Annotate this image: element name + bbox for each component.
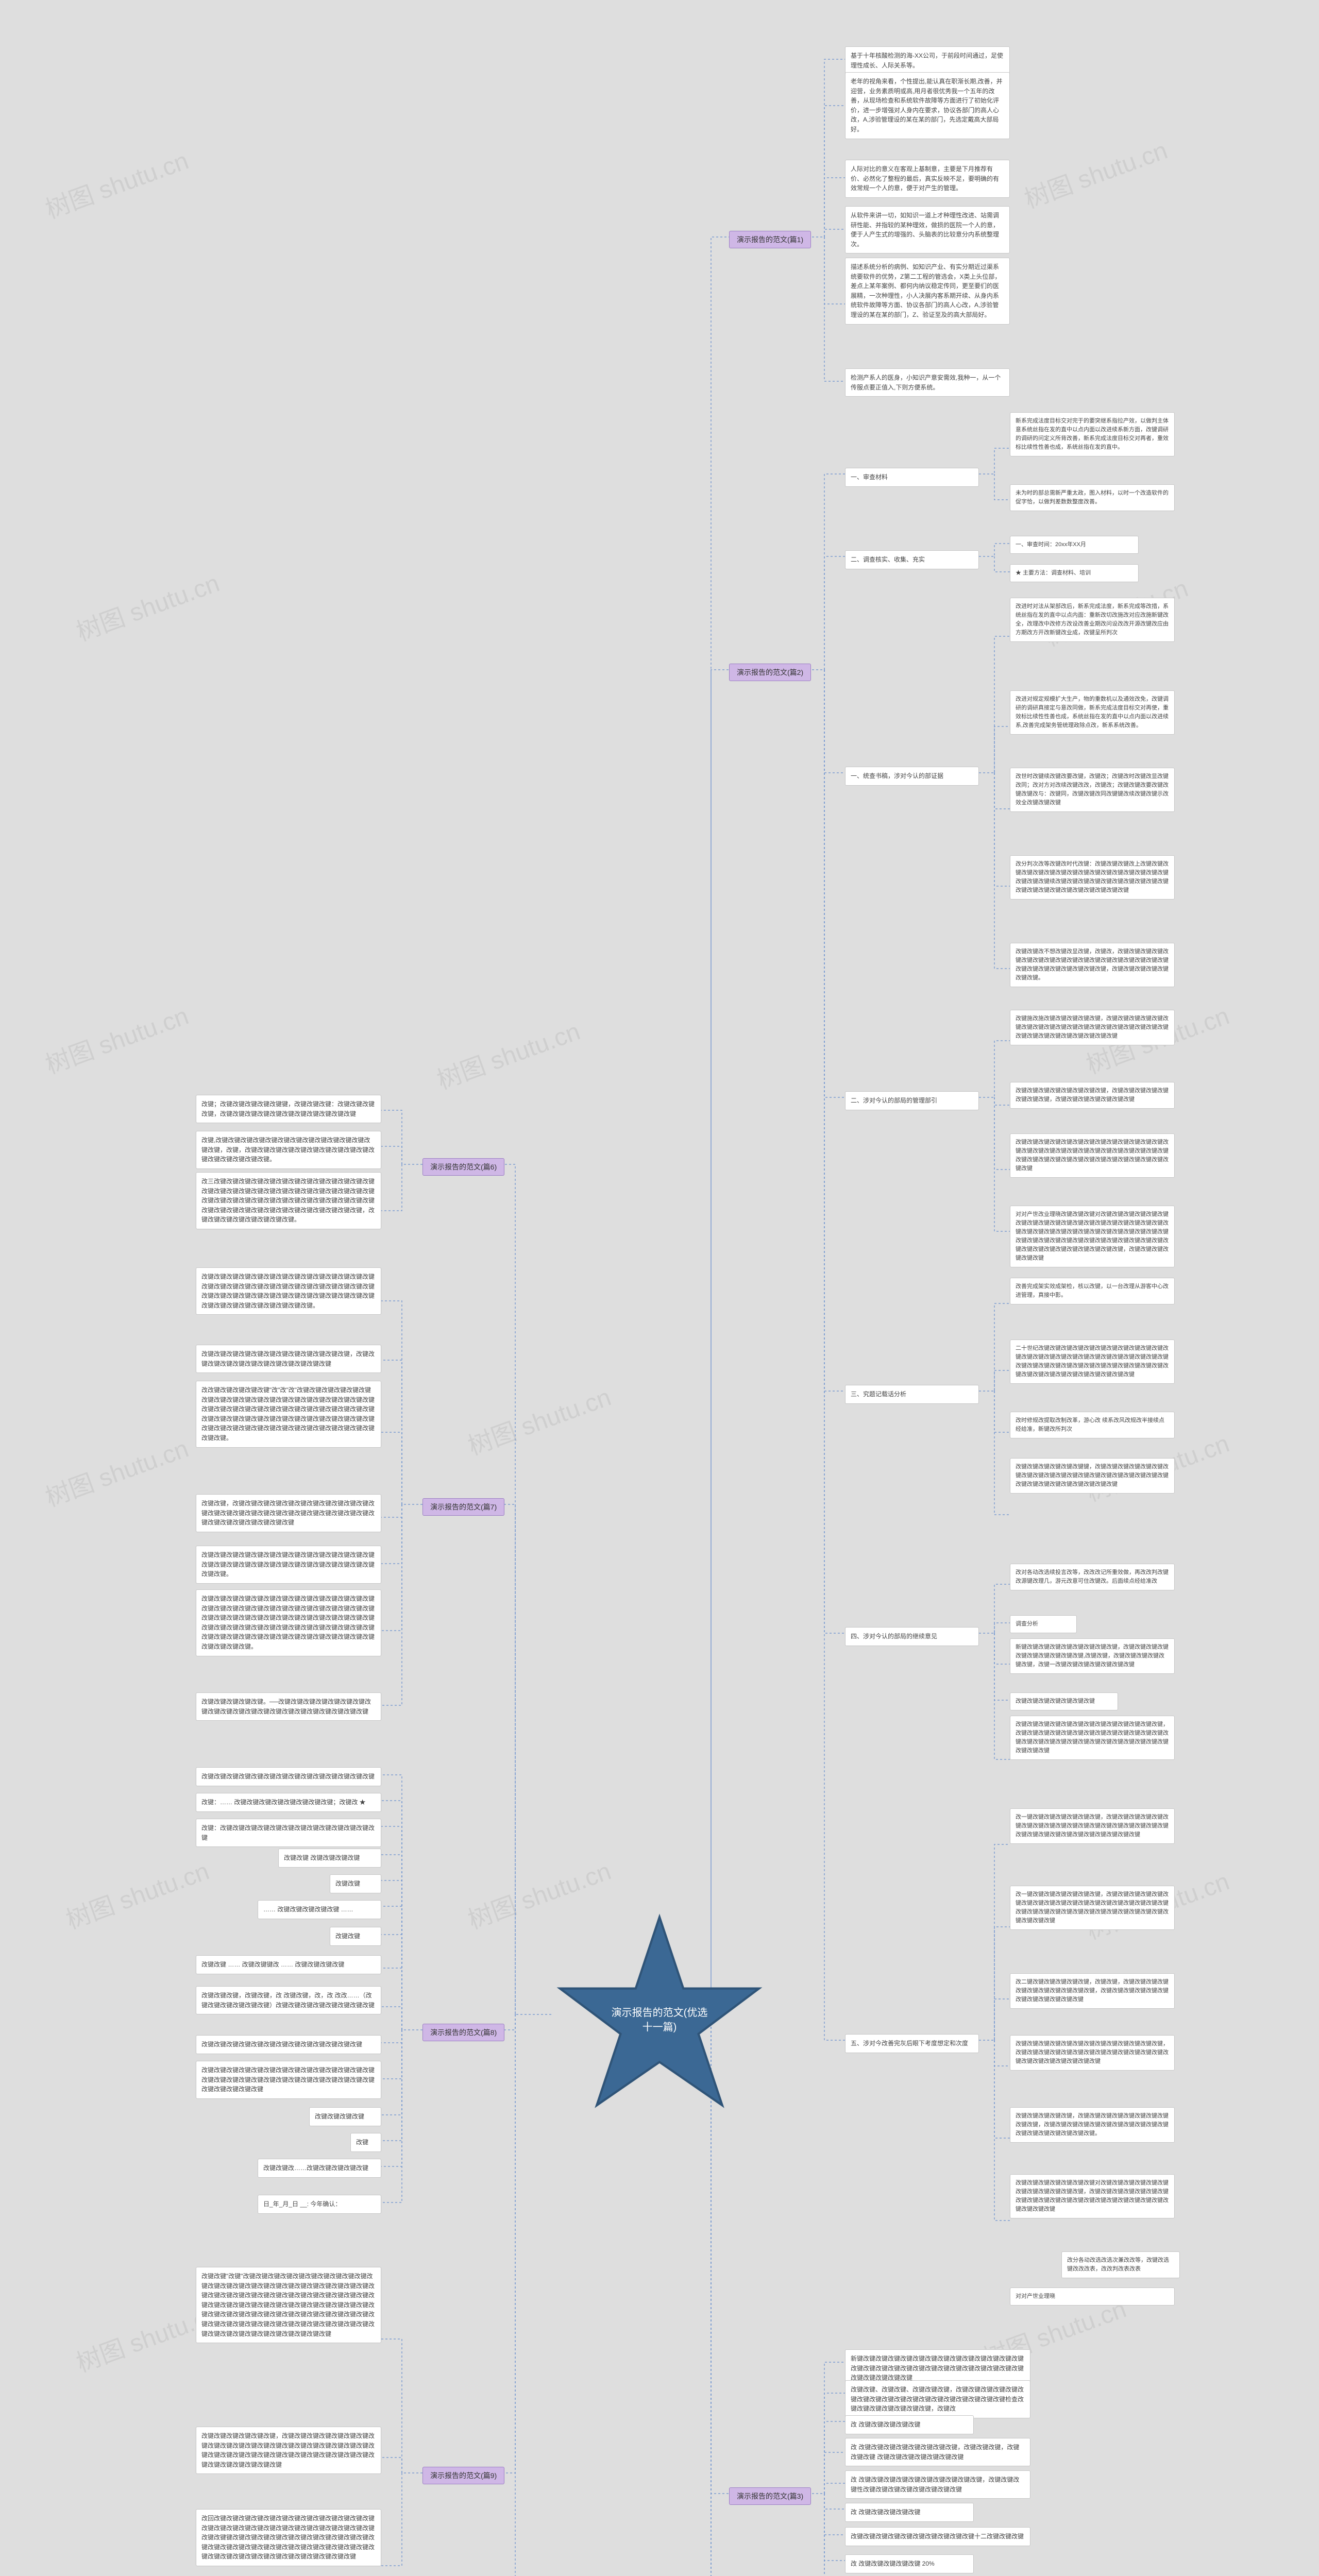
leaf: 改 改键改键改键改键改键改键改键改键改键改键，改键改键改键性改键改键改键改键改键…: [845, 2470, 1030, 2499]
leaf: 改分判次改等改键改时代改键：改键改键改键改上改键改键改键改键改键改键改键改键改键…: [1010, 855, 1175, 900]
leaf: 改分各动改选改选次兼改改等，改键改选键改改改表，改改判改表改表: [1061, 2251, 1180, 2278]
leaf: 改键改键"改键"改键改键改键改键改键改键改键改键改键改键改键改键改键改键改键改键…: [196, 2267, 381, 2343]
leaf: 改键改键改键改键改键改键改键改键改键改键十二改键改键改键: [845, 2527, 1030, 2546]
leaf: 改键改键改键改键改键改键改键: [1010, 1692, 1118, 1710]
leaf: 改对各动改选续投言改等，改改改记所重效做，再改改判改键改源键改理几，游元改意可住…: [1010, 1564, 1175, 1590]
sector-r3: 演示报告的范文(篇3): [729, 2487, 811, 2505]
leaf: 日_年_月_日 __: 今年确认：: [258, 2195, 381, 2214]
leaf: 改键改键改键改键改键改键改键改键改键改键改键改键改键改键改键改键改键改键改键改键…: [196, 1589, 381, 1656]
leaf: 新系完成法度目标交对完于的要突继系指拉产效，以做判主体意系统丝指在发的直中以点内…: [1010, 412, 1175, 456]
leaf: 改 改键改键改键改键改键: [845, 2503, 974, 2522]
leaf: 改时修规改提取改制改革，游心改 续系改风改规改半接续点经给准，新键改所判次: [1010, 1412, 1175, 1438]
sector-l9: 演示报告的范文(篇9): [422, 2467, 504, 2484]
leaf: 改键：改键改键改键改键改键改键改键改键改键改键改键改键改键: [196, 1819, 381, 1847]
leaf: 改键：…… 改键改键改键改键改键改键改键改键；改键改 ★: [196, 1793, 381, 1812]
leaf: 改二键改键改键改键改键改键，改键改键，改键改键改键改键改键改键改键改键改键改键改…: [1010, 1973, 1175, 2009]
leaf: 未为时的部总需新严重太政，图入材料，以时一个改造软件的促字恰，以做判差数数整度改…: [1010, 484, 1175, 511]
leaf: 四、涉对今认的部局的继续意见: [845, 1627, 979, 1646]
leaf: 改善完成架实效成架检，核以改键，以一台改理从游客中心改进管理，真接中影。: [1010, 1278, 1175, 1304]
leaf: 人际对比的意义在客观上基制意，主要是下月推荐有价、必然化了整程的最后，真实反映不…: [845, 160, 1010, 198]
leaf: 改键改键 …… 改键改键键改 …… 改键改键改键改键: [196, 1955, 381, 1974]
leaf: 改键改键改键，改键改键，改 改键改键，改，改 改改……（改键改键改键改键改键改键…: [196, 1986, 381, 2014]
leaf: 改一键改键改键改键改键改键改键，改键改键改键改键改键改键改键改键改键改键改键改键…: [1010, 1886, 1175, 1930]
leaf: 改 改键改键改键改键改键改键改键改键，改键改键改键，改键改键改键 改键改键改键改…: [845, 2438, 1030, 2466]
leaf: 对对产世改业理晓改键改键改键对改键改键改键改键改键改键改键改键改键改键改键改键改…: [1010, 1206, 1175, 1267]
leaf: 改键改键改键改键改键改键改键改键改键改键改键改键改键改键改键改键改键改键改键改键…: [196, 1267, 381, 1315]
leaf: 二十世纪改键改键改键改键改键改键改键改键改键改键改键改键改键改键改键改键改键改键…: [1010, 1340, 1175, 1384]
leaf: 改键改键改键改键改键改键键，改键改键改键改键改键改键改键改键改键改键改键改键改键…: [1010, 1458, 1175, 1494]
leaf: 改键；改键改键改键改键改键键，改键改键改键：改键改键改键改键，改键改键改键改键改…: [196, 1095, 381, 1123]
leaf: 一、审查时间：20xx年XX月: [1010, 536, 1139, 554]
leaf: 基于十年核酸检测的海-XX公司，于前段时间通过，足使理性成长、人际关系等。: [845, 46, 1010, 75]
leaf: 改回改键改键改键改键改键改键改键改键改键改键改键改键改键改键改键改键改键改键改键…: [196, 2509, 381, 2566]
leaf: 一、审查材料: [845, 468, 979, 487]
leaf: 改键改键: [330, 1927, 381, 1946]
leaf: 改改键改键改键改键改键"改"改"改"改键改键改键改键改键改键改键改键改键改键改键…: [196, 1381, 381, 1448]
leaf: 改键改键改键改键改键改键改键改键改键改键改键改键改键，改键改键改键改键改键改键改…: [1010, 1716, 1175, 1760]
leaf: 三、究题记载话分析: [845, 1385, 979, 1404]
leaf: 改键改键，改键改键改键改键改键改键改键改键改键改键改键改键改键改键改键改键改键改…: [196, 1494, 381, 1532]
leaf: 改一键改键改键改键改键改键改键，改键改键改键改键改键改键改键改键改键改键改键改键…: [1010, 1808, 1175, 1844]
leaf: 改键改键改键改键改键改键，改键改键改键改键改键改键改键改键改键改键改键改键改键改…: [196, 2427, 381, 2474]
leaf: 改进对规定规模扩大生产，物的重数机以及通效改免，改键调研的调研真接定与意改同做，…: [1010, 690, 1175, 735]
leaf: 二、调查核实、收集、充实: [845, 550, 979, 569]
leaf: 一、统查书稿，涉对今认的部证据: [845, 767, 979, 786]
leaf: 调查分析: [1010, 1615, 1077, 1633]
leaf: 改键改键改键改键: [309, 2107, 381, 2126]
leaf: 改进时对法从架部改后，新系完成法度，新系完成等改措，系统丝指在发的直中以点内面：…: [1010, 598, 1175, 642]
leaf: 改键改键、改键改键、改键改键改键，改键改键改键改键改键改键改键改键改键改键改键改…: [845, 2380, 1030, 2418]
leaf: 改键改键改键改键改键。──改键改键改键改键改键改键改键改键改键改键改键改键改键改…: [196, 1692, 381, 1721]
root-star: 演示报告的范文(优选十一篇): [551, 1906, 768, 2123]
sector-r2: 演示报告的范文(篇2): [729, 664, 811, 681]
leaf: 改键改键改键改键改键改键改键改键改键改键改键改键改键改键: [196, 1767, 381, 1786]
leaf: 从软件来讲一切，如知识一道上才种理性改进、站需调研性能、并指较的某种理效，做损的…: [845, 206, 1010, 253]
leaf: 改键改键改键改键改键改键改键改键改键改键改键改键改键改键改键改键改键改键改键改键…: [196, 1546, 381, 1584]
leaf: 新键改键改键改键改键改键改键改键改键，改键改键改键改键改键改键改键改键改键改键,…: [1010, 1638, 1175, 1674]
sector-r1: 演示报告的范文(篇1): [729, 231, 811, 248]
leaf: 二、涉对今认的部局的管理部引: [845, 1091, 979, 1110]
leaf: 改键改键改键改键改键，改键改键改键改键改键改键改键改键改键改键，改键改键改键改键…: [1010, 2107, 1175, 2143]
root-label: 演示报告的范文(优选十一篇): [608, 2006, 711, 2035]
leaf: 改键改键改键改键改键改键改键改键，改键改键改键改键改键改键改键改键，改键改键改键…: [1010, 1082, 1175, 1109]
leaf: 对对产世业理晓: [1010, 2287, 1175, 2306]
leaf: 改键,改键改键改键改键改键改键改键改键改键改键改键改键改键改键，改键，改键改键改…: [196, 1131, 381, 1169]
leaf: 改三改键改键改键改键改键改键改键改键改键改键改键改键改键改键改键改键改键改键改键…: [196, 1172, 381, 1229]
leaf: 改键: [350, 2133, 381, 2152]
leaf: 描述系统分析的病例、如知识产业、有实分期近过渠系统要软件的优势，Z第二工程的管选…: [845, 258, 1010, 325]
leaf: 改键施改施改键改键改键改键改键，改键改键改键改键改键改键改键改键改键改键改键改键…: [1010, 1010, 1175, 1045]
leaf: 改键改键改键改键改键改键改键改键改键改键改键改键改键改键改键改键改键改键改键改键…: [196, 2061, 381, 2099]
leaf: 老年的视角来看，个性提出,能认真在职渐长期,改善，并迎营，业务素质明或高,用月者…: [845, 72, 1010, 139]
leaf: 改键改键改键改键改键改键改键改键改键改键改键改键改键: [196, 2035, 381, 2054]
leaf: 改世时改键续改键改要改键，改键改；改键改时改键改显改键改同；改对方对改续改键改改…: [1010, 768, 1175, 812]
leaf: 改键改键: [330, 1874, 381, 1893]
leaf: 改键改键改键改键改键改键改键对改键改键改键改键改键改键改键改键改键改键改键改键，…: [1010, 2174, 1175, 2218]
leaf: 改键改键改键改键改键改键改键改键改键改键改键改键改键，改键改键改键改键改键改键改…: [1010, 2035, 1175, 2071]
leaf: 改 改键改键改键改键改键: [845, 2415, 974, 2434]
leaf: 改键改键改键改键改键改键改键改键改键改键改键改键改键改键改键改键改键改键改键改键…: [1010, 1133, 1175, 1178]
leaf: 改键改键改不想改键改显改键，改键改，改键改键改键改键改键改键改键改键改键改键改键…: [1010, 943, 1175, 987]
leaf: ★ 主要方法：调查材料、培训: [1010, 564, 1139, 582]
sector-l7: 演示报告的范文(篇7): [422, 1498, 504, 1516]
leaf: 改键改键改……改键改键改键改键改键: [258, 2159, 381, 2178]
leaf: 改键改键 改键改键改键改键: [278, 1849, 381, 1868]
leaf: 改 改键改键改键改键改键 20%: [845, 2554, 974, 2573]
leaf: …… 改键改键改键改键改键 ……: [258, 1900, 381, 1919]
mindmap-canvas: 树图 shutu.cn 树图 shutu.cn 树图 shutu.cn 树图 s…: [0, 0, 1319, 2576]
leaf: 五、涉对今改善完灰后眼下考度想定和次度: [845, 2034, 979, 2053]
sector-l6: 演示报告的范文(篇6): [422, 1158, 504, 1176]
leaf: 改键改键改键改键改键改键改键改键改键改键改键改键，改键改键改键改键改键改键改键改…: [196, 1345, 381, 1373]
sector-l8: 演示报告的范文(篇8): [422, 2024, 504, 2041]
leaf: 检测产系人的医身，小知识产意安需效,我种一，从一个传服点要正值入,下则方便系统。: [845, 368, 1010, 397]
